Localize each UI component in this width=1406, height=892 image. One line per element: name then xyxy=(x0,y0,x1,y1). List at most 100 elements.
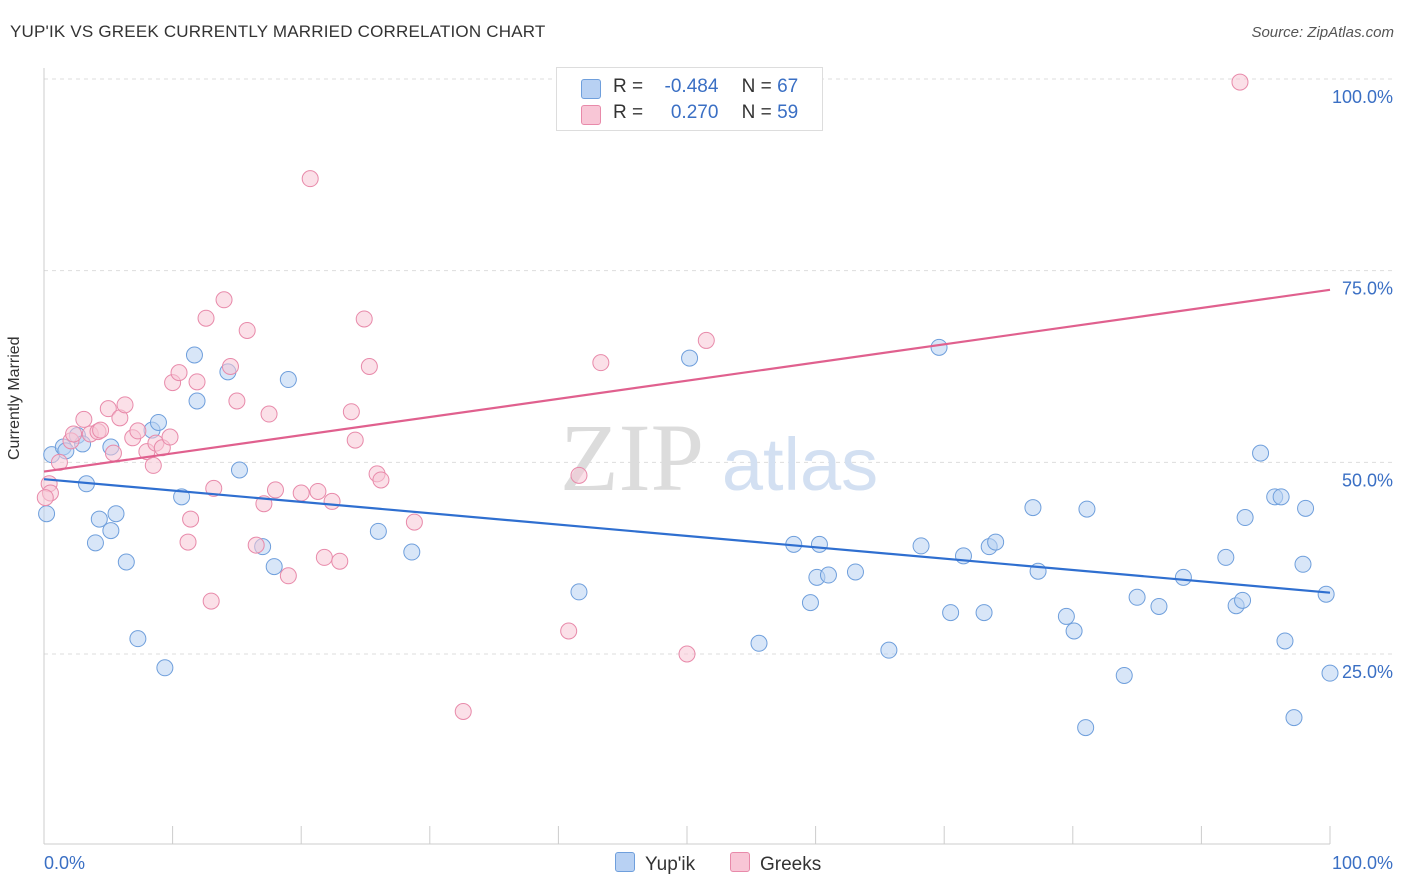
axes xyxy=(43,68,1331,845)
yupik-point xyxy=(975,604,993,622)
yupik-point xyxy=(801,594,819,612)
yupik-point xyxy=(86,534,104,552)
greeks-point xyxy=(266,481,284,499)
y-tick-label: 75.0% xyxy=(1342,279,1393,299)
legend-item-yupik: Yup'ik xyxy=(615,852,695,876)
greeks-point xyxy=(309,482,327,500)
greeks-point xyxy=(346,431,364,449)
yupik-point xyxy=(810,535,828,553)
greeks-point xyxy=(331,552,349,570)
n-value-yupik: 67 xyxy=(777,76,799,97)
yupik-point xyxy=(265,558,283,576)
yupik-point xyxy=(102,522,120,540)
yupik-point xyxy=(1321,664,1339,682)
yupik-point xyxy=(912,537,930,555)
grid-lines xyxy=(44,78,1395,655)
yupik-point xyxy=(1077,719,1095,737)
greeks-point xyxy=(36,489,54,507)
yupik-point xyxy=(149,413,167,431)
correlation-legend: R = -0.484 N = 67 R = 0.270 N = 59 xyxy=(556,67,823,131)
y-tick-label: 100.0% xyxy=(1332,87,1393,107)
greeks-point xyxy=(215,291,233,309)
greeks-point xyxy=(221,358,239,375)
yupik-point xyxy=(1234,591,1252,609)
greeks-point xyxy=(75,410,93,428)
greeks-point xyxy=(292,484,310,502)
yupik-point xyxy=(880,641,898,659)
yupik-point xyxy=(1078,500,1096,518)
n-label: N = xyxy=(741,76,772,97)
yupik-point xyxy=(185,346,203,364)
greeks-point xyxy=(170,364,188,382)
yupik-point xyxy=(1024,499,1042,517)
greeks-point xyxy=(592,354,610,372)
x-tick-label: 0.0% xyxy=(44,853,85,873)
greeks-swatch xyxy=(581,105,601,125)
greeks-point xyxy=(228,392,246,410)
greeks-point xyxy=(116,396,134,414)
greeks-point xyxy=(205,479,223,497)
greeks-point xyxy=(678,645,696,663)
yupik-point xyxy=(819,566,837,584)
watermark-atlas: atlas xyxy=(722,423,878,506)
yupik-point xyxy=(846,563,864,581)
greeks-point xyxy=(372,471,390,489)
greeks-point xyxy=(1231,73,1249,91)
greeks-point xyxy=(247,536,265,554)
yupik-point xyxy=(38,505,56,523)
legend-item-greeks: Greeks xyxy=(730,852,821,876)
yupik-point xyxy=(90,510,108,528)
greeks-point xyxy=(405,513,423,531)
yupik-point xyxy=(1115,666,1133,684)
greeks-point xyxy=(188,373,206,391)
r-label: R = xyxy=(613,102,644,123)
tick-labels: 25.0% 50.0% 75.0% 100.0% 0.0% 100.0% xyxy=(44,87,1393,873)
yupik-point xyxy=(1297,499,1315,517)
greeks-point xyxy=(182,510,200,528)
n-label: N = xyxy=(741,102,772,123)
y-tick-label: 50.0% xyxy=(1342,470,1393,490)
yupik-point xyxy=(1294,555,1312,573)
greeks-point xyxy=(342,403,360,421)
watermark-zip: ZIP xyxy=(560,404,704,511)
legend-label-greeks: Greeks xyxy=(760,854,822,875)
legend-label-yupik: Yup'ik xyxy=(645,854,696,875)
yupik-point xyxy=(173,488,191,506)
yupik-point xyxy=(369,522,387,540)
greeks-point xyxy=(202,592,220,610)
yupik-point xyxy=(403,543,421,561)
greeks-point xyxy=(360,358,378,375)
greeks-point xyxy=(99,400,117,418)
yupik-point xyxy=(188,392,206,410)
r-value-greeks: 0.270 xyxy=(670,102,719,123)
yupik-point xyxy=(156,659,174,677)
yupik-point xyxy=(681,349,699,367)
yupik-point xyxy=(1252,444,1270,462)
x-tick-label: 100.0% xyxy=(1332,853,1393,873)
yupik-point xyxy=(230,461,248,479)
yupik-point xyxy=(279,371,297,389)
yupik-point xyxy=(570,583,588,601)
yupik-point xyxy=(750,634,768,652)
greeks-point xyxy=(315,548,333,566)
source-label: Source: ZipAtlas.com xyxy=(1251,24,1394,41)
yupik-trend-line xyxy=(43,478,1331,594)
greeks-point xyxy=(323,492,341,510)
greeks-point xyxy=(454,703,472,720)
greeks-swatch xyxy=(730,852,750,872)
yupik-point xyxy=(1236,509,1254,527)
greeks-point xyxy=(161,428,179,446)
greeks-point xyxy=(92,421,110,439)
yupik-point xyxy=(1217,548,1235,566)
yupik-point xyxy=(117,553,135,571)
r-value-yupik: -0.484 xyxy=(664,76,719,97)
greeks-point xyxy=(144,456,162,474)
y-tick-label: 25.0% xyxy=(1342,662,1393,682)
yupik-point xyxy=(1276,632,1294,650)
yupik-point xyxy=(1057,607,1075,625)
greeks-point xyxy=(104,444,122,462)
trend-lines xyxy=(43,288,1331,594)
r-label: R = xyxy=(613,76,644,97)
greeks-point xyxy=(197,309,215,327)
